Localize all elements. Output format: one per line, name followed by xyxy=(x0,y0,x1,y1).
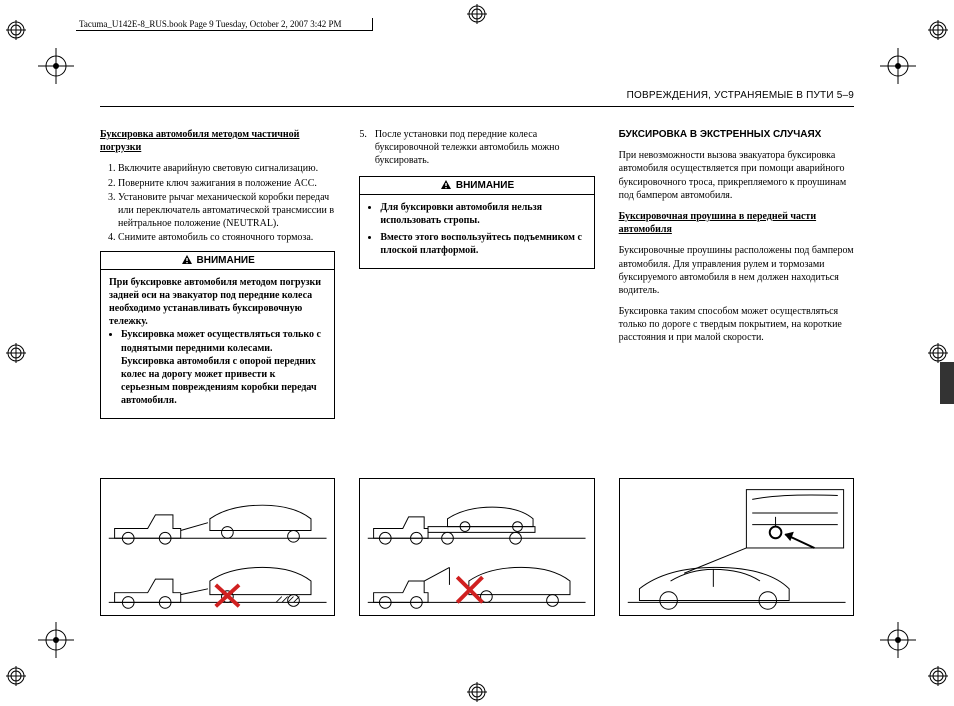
warning-bullet: Вместо этого воспользуйтесь подъемником … xyxy=(380,231,585,257)
figure-tow-flatbed xyxy=(359,478,594,616)
header-rule xyxy=(100,106,854,107)
warning-title: ВНИМАНИЕ xyxy=(456,179,514,192)
col3-heading: БУКСИРОВКА В ЭКСТРЕННЫХ СЛУЧАЯХ xyxy=(619,128,854,141)
list-item: Установите рычаг механической коробки пе… xyxy=(118,191,335,231)
regmark xyxy=(6,658,34,686)
paragraph: При невозможности вызова эвакуатора букс… xyxy=(619,149,854,202)
warning-bullet: Для буксировки автомобиля нельзя использ… xyxy=(380,201,585,227)
warning-title: ВНИМАНИЕ xyxy=(197,254,255,267)
warning-icon xyxy=(181,254,193,266)
warning-lead: При буксировке автомобиля методом погруз… xyxy=(109,276,326,329)
section-tab xyxy=(940,362,954,404)
list-item: Поверните ключ зажигания в положение ACC… xyxy=(118,177,335,190)
col1-heading: Буксировка автомобиля методом частичной … xyxy=(100,128,335,154)
warning-box: ВНИМАНИЕ Для буксировки автомобиля нельз… xyxy=(359,176,594,269)
regmark xyxy=(6,20,34,48)
regmark xyxy=(6,339,34,367)
col3-subheading: Буксировочная проушина в передней части … xyxy=(619,210,854,236)
crosshair-icon xyxy=(878,620,918,660)
warning-bullet: Буксировка может осуществляться только с… xyxy=(121,328,326,407)
list-item: Снимите автомобиль со стояночного тормоз… xyxy=(118,231,335,244)
paragraph: Буксировочные проушины расположены под б… xyxy=(619,244,854,297)
regmark xyxy=(463,4,491,32)
warning-box: ВНИМАНИЕ При буксировке автомобиля метод… xyxy=(100,251,335,419)
crosshair-icon xyxy=(36,46,76,86)
list-item: Включите аварийную световую сигнализацию… xyxy=(118,162,335,175)
running-head: ПОВРЕЖДЕНИЯ, УСТРАНЯЕМЫЕ В ПУТИ 5–9 xyxy=(627,90,854,101)
warning-icon xyxy=(440,179,452,191)
regmark xyxy=(920,658,948,686)
crosshair-icon xyxy=(878,46,918,86)
regmark xyxy=(463,674,491,702)
crosshair-icon xyxy=(36,620,76,660)
figure-tow-partial xyxy=(100,478,335,616)
regmark xyxy=(920,20,948,48)
doc-header-info: Tacuma_U142E-8_RUS.book Page 9 Tuesday, … xyxy=(76,18,373,31)
paragraph: Буксировка таким способом может осуществ… xyxy=(619,305,854,345)
figure-tow-eye xyxy=(619,478,854,616)
list-item: После установки под передние колеса букс… xyxy=(375,128,595,168)
item-number: 5. xyxy=(359,128,367,168)
